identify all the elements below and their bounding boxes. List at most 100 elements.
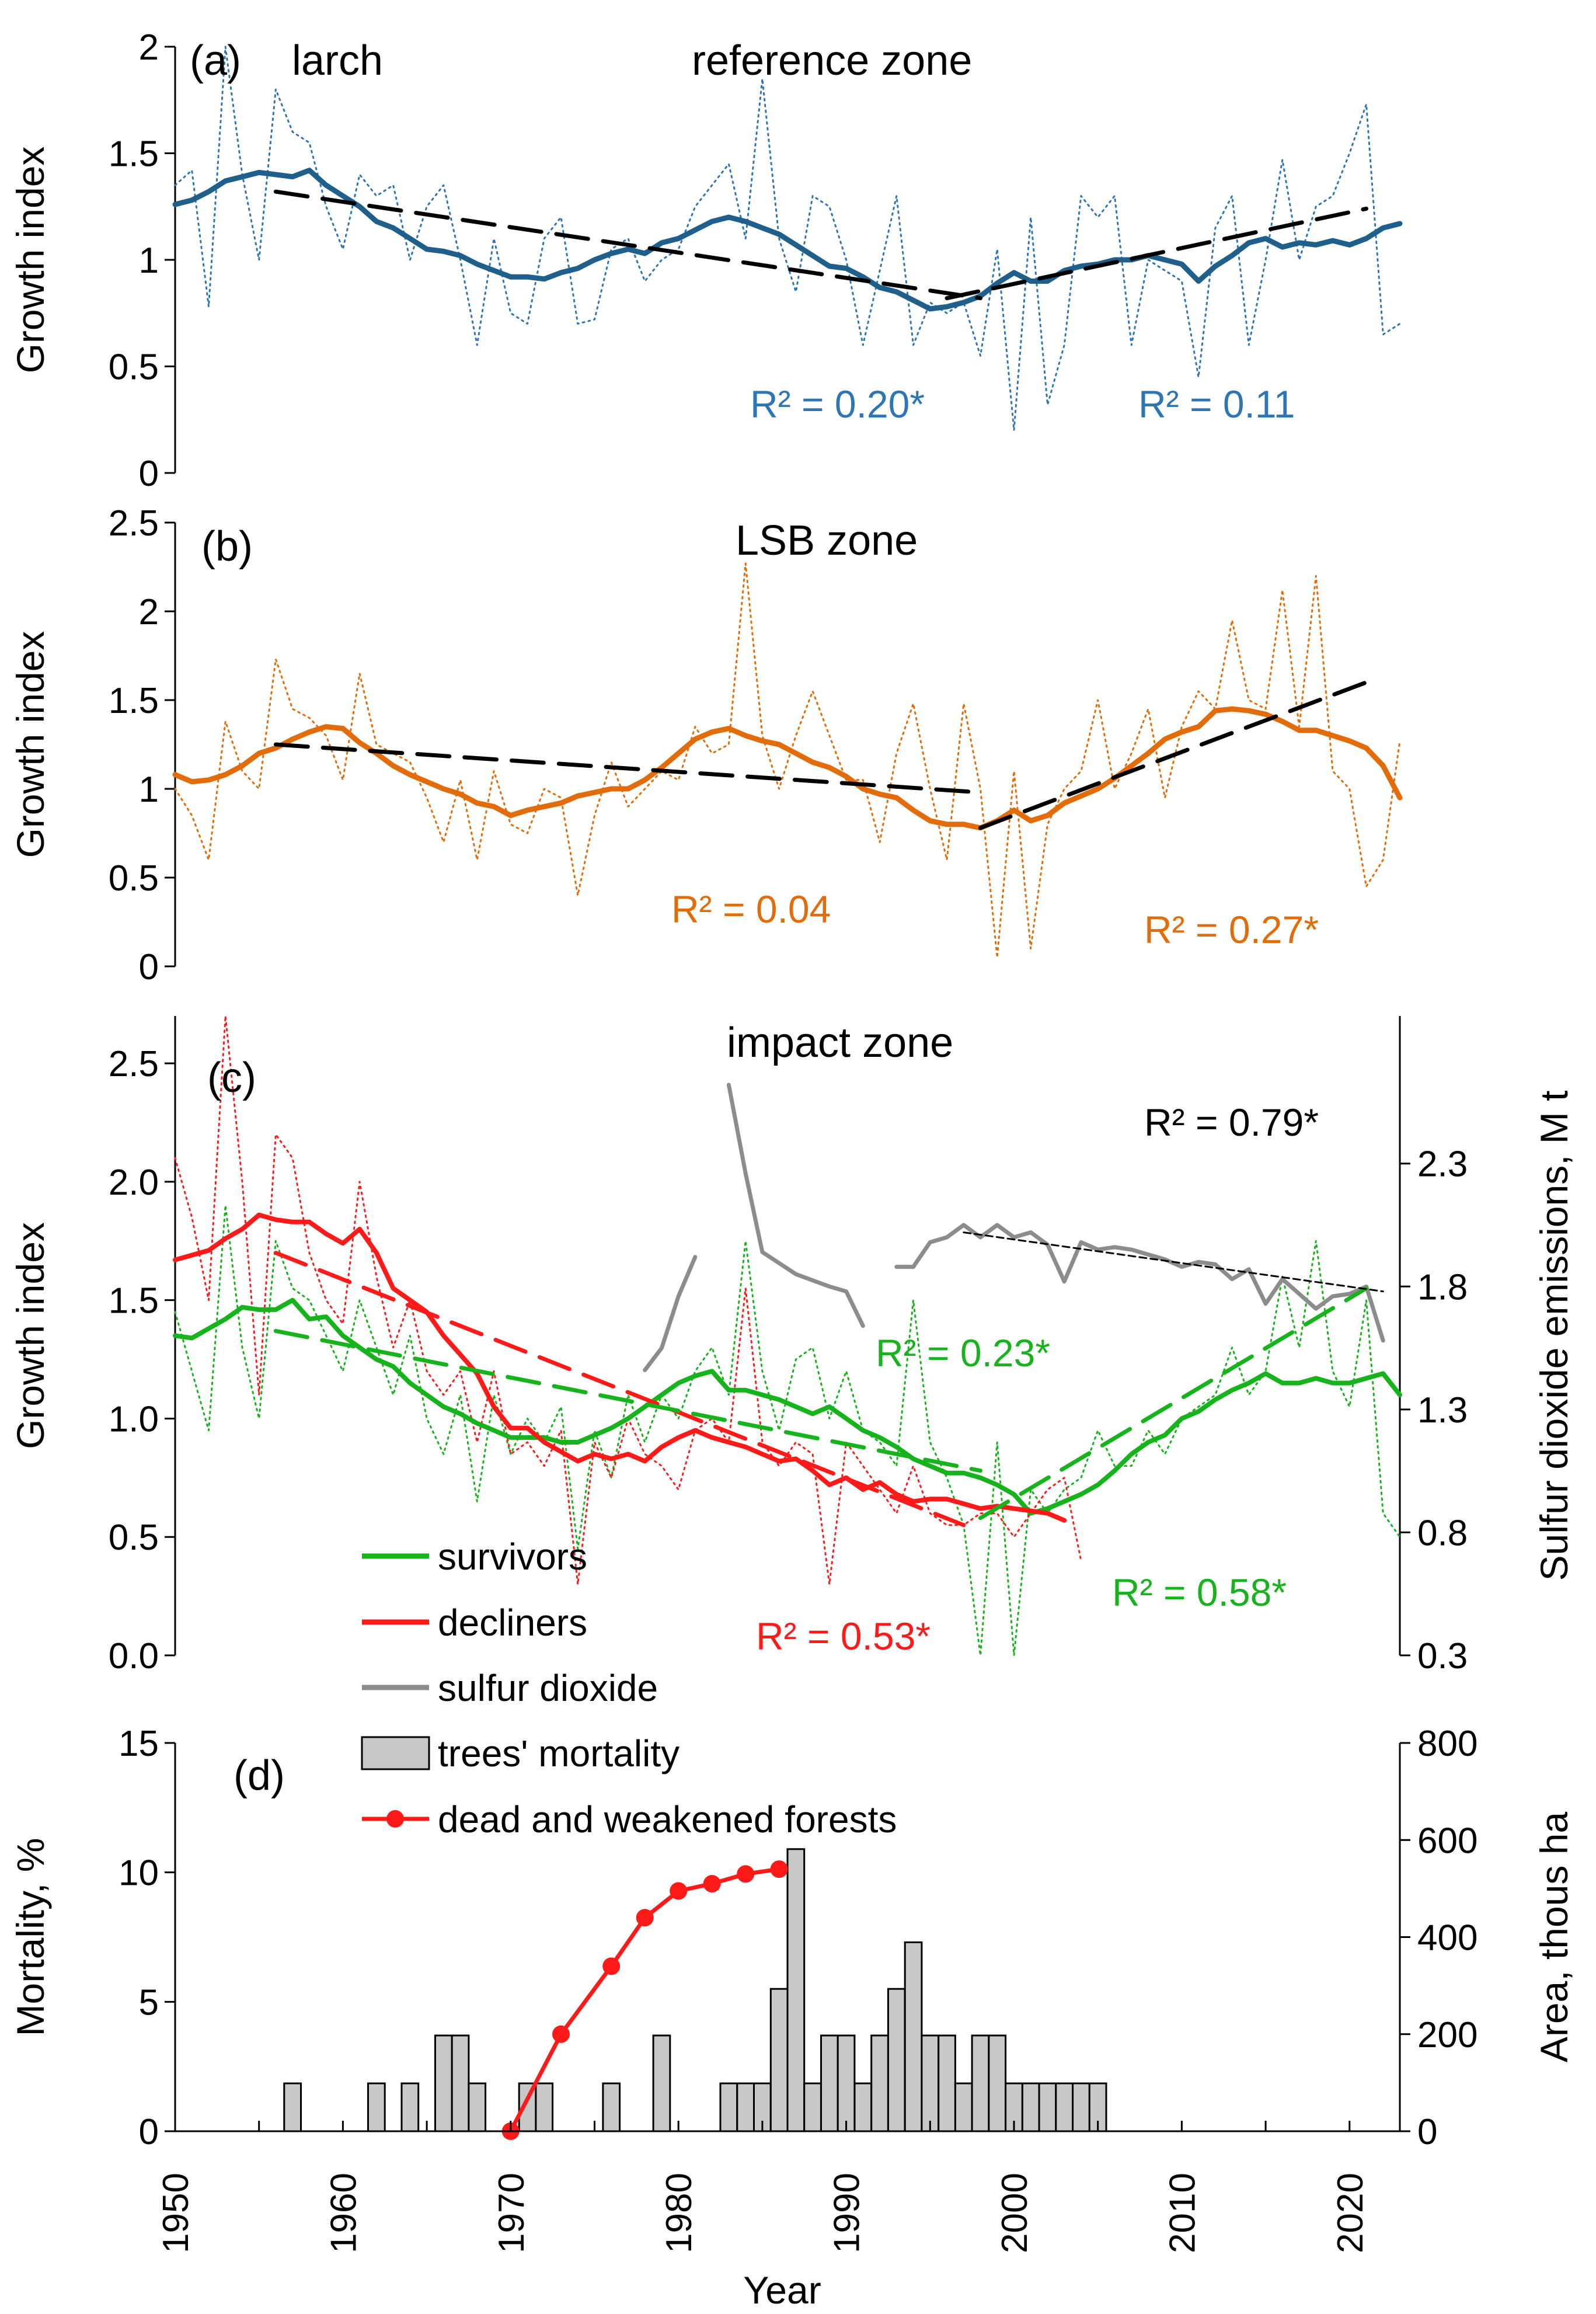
so2-trend-line — [963, 1231, 1384, 1293]
r2-label-2: R² = 0.27* — [1144, 908, 1319, 951]
x-tick-label: 1950 — [156, 2173, 196, 2253]
y-tick-label: 0.5 — [109, 858, 159, 899]
y2-tick-label: 1.8 — [1417, 1267, 1468, 1307]
forests-point — [670, 1882, 688, 1900]
y-tick-label: 2 — [139, 27, 159, 68]
legend-forests-label: dead and weakened forests — [438, 1798, 897, 1840]
x-tick-label: 1960 — [323, 2173, 364, 2253]
r2-label-survivors-1: R² = 0.23* — [876, 1331, 1050, 1375]
y-tick-label: 1 — [139, 241, 159, 281]
mortality-bar — [870, 2034, 889, 2132]
y2-tick-label: 0.8 — [1417, 1513, 1468, 1553]
y2-tick-label: 2.3 — [1417, 1144, 1468, 1185]
trend-line-1 — [273, 742, 982, 795]
mortality-bar — [367, 2082, 386, 2132]
x-tick-label: 2000 — [995, 2173, 1035, 2253]
legend-forests-marker — [386, 1810, 404, 1828]
mortality-bar — [468, 2082, 487, 2132]
ref-smoothed-line — [172, 168, 1403, 312]
mortality-bar — [988, 2034, 1007, 2132]
x-tick-label: 1990 — [827, 2173, 867, 2253]
y2-tick-label: 200 — [1417, 2015, 1477, 2055]
y2-tick-label: 600 — [1417, 1821, 1477, 1861]
y2-tick-label: 800 — [1417, 1724, 1477, 1764]
x-axis-label: Year — [743, 2268, 821, 2312]
zone-title: reference zone — [692, 37, 972, 84]
panel-c: 0.0 0.5 1.0 1.5 2.0 2.5 0.3 0.8 1.3 1.8 2.3 Growth … — [9, 1015, 1576, 1676]
forests-point — [737, 1865, 755, 1883]
trend-line-1 — [273, 189, 982, 301]
r2-label-decliners: R² = 0.53* — [756, 1614, 931, 1658]
mortality-bar — [1021, 2082, 1040, 2132]
panel-b: 0 0.5 1 1.5 2 2.5 Growth index (b) LSB zone R² = … — [9, 503, 1403, 987]
y-tick-label: 15 — [119, 1724, 159, 1764]
zone-title: impact zone — [727, 1019, 953, 1066]
y-tick-label: 0.5 — [109, 347, 159, 388]
panel-label: (a) — [190, 37, 241, 84]
panel-label: (b) — [201, 523, 253, 570]
survivors-trend-line-3 — [978, 1286, 1368, 1520]
legend-mortality-label: trees' mortality — [438, 1732, 679, 1774]
y-tick-label: 1.0 — [109, 1399, 159, 1439]
ref-annual-line — [174, 46, 1401, 432]
mortality-bar — [719, 2082, 738, 2132]
legend: survivors decliners sulfur dioxide trees… — [361, 1536, 897, 1840]
mortality-bar — [434, 2034, 453, 2132]
x-tick-label: 2010 — [1162, 2173, 1203, 2253]
mortality-bar — [786, 1848, 806, 2132]
trend-line-2 — [978, 680, 1368, 830]
forests-point — [552, 2025, 570, 2043]
mortality-bar — [887, 1988, 906, 2132]
mortality-bar — [820, 2034, 839, 2132]
forests-point — [602, 1957, 621, 1975]
mortality-bar — [904, 1941, 923, 2132]
y2-axis-label: Sulfur dioxide emissions, M t — [1532, 1091, 1576, 1581]
mortality-bar — [283, 2082, 302, 2132]
x-tick-label: 1980 — [659, 2173, 699, 2253]
panel-label: (c) — [207, 1055, 256, 1101]
y-tick-label: 1.5 — [109, 134, 159, 175]
so2-line-segment-3 — [894, 1223, 1385, 1343]
x-tick-label: 2020 — [1330, 2173, 1371, 2253]
zone-title: LSB zone — [736, 517, 918, 564]
trend-line-2 — [945, 206, 1368, 301]
so2-line-segment-2 — [726, 1083, 865, 1328]
mortality-bar — [853, 2082, 873, 2132]
mortality-bar — [1072, 2082, 1090, 2132]
survivors-trend-line-2 — [273, 1328, 982, 1473]
y2-axis-label: Area, thous ha — [1532, 1812, 1576, 2063]
y-tick-label: 1.5 — [109, 681, 159, 721]
panel-a: 0 0.5 1 1.5 2 Growth index (a) larch reference z… — [9, 27, 1403, 494]
y-tick-label: 2 — [139, 592, 159, 632]
r2-label-survivors-2: R² = 0.58* — [1112, 1571, 1287, 1614]
mortality-bar — [602, 2082, 621, 2132]
r2-label-1: R² = 0.20* — [750, 382, 925, 426]
legend-decliners-label: decliners — [438, 1602, 587, 1644]
y-tick-label: 2.5 — [109, 1044, 159, 1084]
y-tick-label: 2.5 — [109, 503, 159, 544]
survivors-annual-line — [174, 1204, 1401, 1657]
r2-label-so2: R² = 0.79* — [1144, 1101, 1319, 1144]
lsb-smoothed-line — [172, 706, 1403, 831]
r2-label-2: R² = 0.11 — [1138, 382, 1295, 426]
decliners-trend-line-1 — [273, 1251, 966, 1527]
forests-point — [770, 1860, 788, 1878]
y-tick-label: 1.5 — [109, 1281, 159, 1321]
y-tick-label: 5 — [139, 1982, 159, 2023]
mortality-bar — [400, 2082, 420, 2132]
y2-tick-label: 0.3 — [1417, 1636, 1468, 1676]
mortality-bar — [954, 2082, 973, 2132]
mortality-bar — [921, 2034, 940, 2132]
legend-mortality-swatch — [361, 1736, 430, 1770]
y-axis-label: Growth index — [9, 147, 52, 374]
mortality-bar — [837, 2034, 856, 2132]
r2-label-1: R² = 0.04 — [671, 888, 831, 931]
y-tick-label: 1 — [139, 770, 159, 810]
mortality-bar — [1038, 2082, 1057, 2132]
y-axis-label: Growth index — [9, 631, 52, 858]
legend-survivors-label: survivors — [438, 1536, 587, 1578]
y-axis-label: Mortality, % — [9, 1838, 52, 2037]
y2-tick-label: 400 — [1417, 1918, 1477, 1958]
y-tick-label: 0 — [139, 2112, 159, 2152]
